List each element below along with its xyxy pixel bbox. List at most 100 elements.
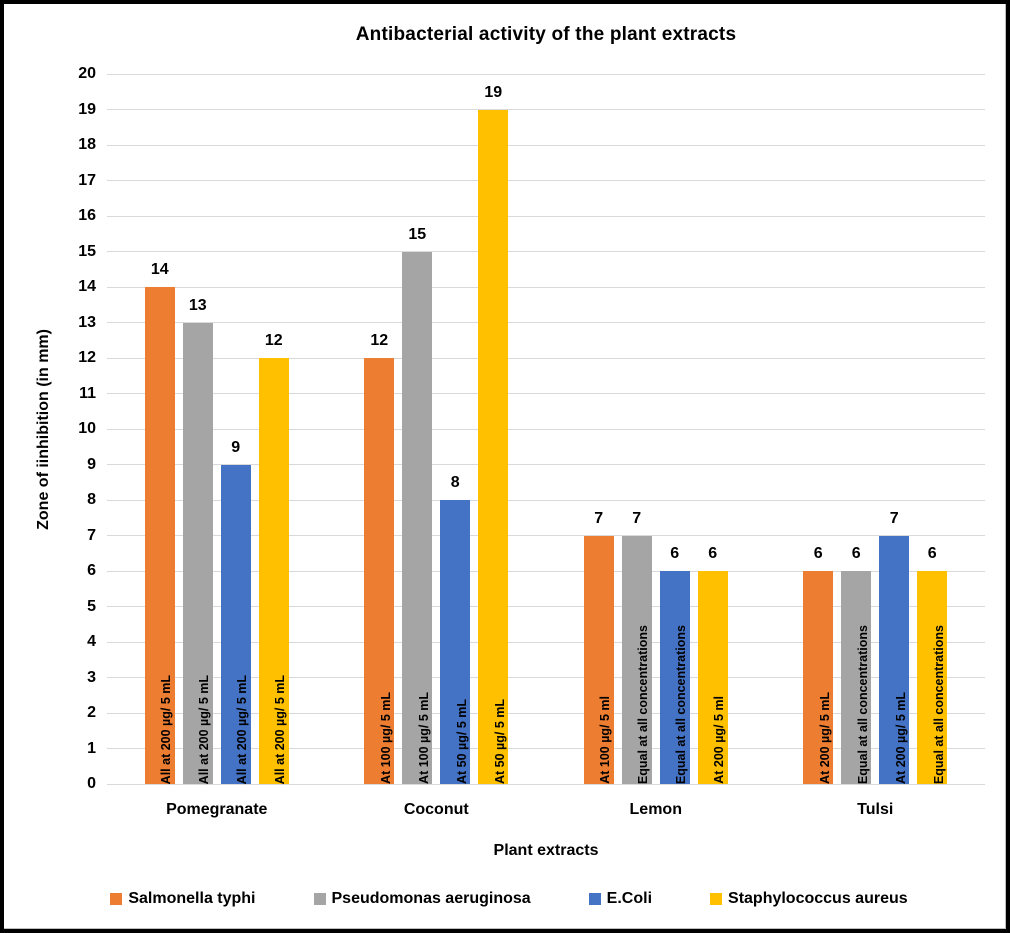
bar-pomegranate-staphylococcus-aureus: All at 200 µg/ 5 mL: [258, 358, 289, 784]
bar-coconut-staphylococcus-aureus: At 50 µg/ 5 mL: [478, 109, 509, 784]
bar-value-label: 12: [264, 332, 283, 349]
gridline: [107, 73, 985, 75]
bar-annotation: Equal at all concentrations: [636, 624, 650, 784]
chart-title: Antibacterial activity of the plant extr…: [355, 24, 737, 45]
gridline: [107, 783, 985, 785]
category-label-coconut: Coconut: [403, 801, 469, 818]
bar-value-label: 6: [813, 545, 823, 562]
bar-annotation: Equal at all concentrations: [931, 624, 946, 784]
gridline: [107, 357, 985, 359]
bar-value-label: 19: [484, 83, 503, 101]
y-tick-label: 2: [87, 704, 96, 721]
bar-value-label: 15: [408, 225, 427, 243]
bar-annotation: All at 200 µg/ 5 mL: [235, 674, 249, 784]
legend-swatch-icon: [110, 893, 123, 905]
bar-annotation: At 50 µg/ 5 mL: [454, 699, 469, 784]
gridline: [107, 641, 985, 643]
gridline: [107, 712, 985, 714]
bar-value-label: 13: [188, 296, 207, 314]
bar-annotation: At 100 µg/ 5 mL: [416, 692, 431, 784]
legend-label: Salmonella typhi: [128, 890, 256, 907]
bar-tulsi-salmonella-typhi: At 200 µg/ 5 mL: [803, 571, 834, 784]
x-axis-title: Plant extracts: [493, 842, 599, 859]
bar-annotation: At 200 µg/ 5 mL: [893, 692, 908, 784]
bar-coconut-e-coli: At 50 µg/ 5 mL: [440, 500, 471, 784]
legend-item-e-coli: E.Coli: [588, 890, 652, 908]
legend-swatch-icon: [588, 893, 601, 905]
gridline: [107, 570, 985, 572]
gridline: [107, 428, 985, 430]
bar-annotation: At 200 µg/ 5 mL: [817, 692, 832, 784]
bar-annotation: At 200 µg/ 5 ml: [712, 696, 726, 784]
bar-pomegranate-pseudomonas-aeruginosa: All at 200 µg/ 5 mL: [182, 322, 213, 784]
gridline: [107, 677, 985, 678]
y-tick-label: 5: [87, 597, 96, 615]
legend-swatch-icon: [710, 893, 723, 905]
bar-value-label: 6: [927, 545, 937, 562]
gridline: [107, 606, 985, 607]
y-tick-label: 20: [78, 65, 96, 82]
y-tick-label: 15: [78, 242, 96, 260]
gridline: [107, 180, 985, 181]
bar-annotation: Equal at all concentrations: [674, 624, 688, 784]
y-tick-label: 6: [87, 562, 96, 579]
category-label-pomegranate: Pomegranate: [166, 801, 268, 818]
bar-annotation: All at 200 µg/ 5 mL: [197, 674, 211, 784]
bar-annotation: Equal at all concentrations: [855, 624, 870, 784]
category-label-tulsi: Tulsi: [857, 801, 894, 818]
bar-value-label: 6: [670, 545, 680, 562]
bar-coconut-pseudomonas-aeruginosa: At 100 µg/ 5 mL: [402, 251, 433, 784]
bar-annotation: At 50 µg/ 5 mL: [492, 699, 507, 784]
bar-lemon-staphylococcus-aureus: At 200 µg/ 5 ml: [697, 571, 728, 784]
y-tick-label: 9: [87, 455, 96, 473]
plot-area: All at 200 µg/ 5 mL 14 All at 200 µg/ 5 mL…: [107, 73, 985, 785]
y-axis-title-text: Zone of iinhibition (in mm): [35, 328, 52, 530]
bar-value-label: 14: [150, 261, 169, 278]
gridline: [107, 499, 985, 501]
y-tick-label: 10: [78, 420, 96, 437]
bar-value-label: 12: [370, 332, 389, 349]
bar-annotation: All at 200 µg/ 5 mL: [159, 674, 173, 784]
y-tick-label: 0: [87, 775, 96, 792]
category-label-lemon: Lemon: [629, 801, 682, 818]
bar-coconut-salmonella-typhi: At 100 µg/ 5 mL: [364, 358, 395, 784]
y-tick-label: 18: [78, 136, 96, 153]
bar-tulsi-staphylococcus-aureus: Equal at all concentrations: [917, 571, 948, 784]
bar-pomegranate-e-coli: All at 200 µg/ 5 mL: [220, 464, 251, 784]
bar-lemon-pseudomonas-aeruginosa: Equal at all concentrations: [621, 535, 652, 784]
gridline: [107, 464, 985, 465]
bar-pomegranate-salmonella-typhi: All at 200 µg/ 5 mL: [144, 287, 175, 784]
bar-annotation: At 100 µg/ 5 mL: [378, 692, 393, 784]
y-tick-label: 11: [79, 384, 96, 402]
legend-item-staphylococcus-aureus: Staphylococcus aureus: [710, 890, 908, 908]
y-tick-label: 13: [78, 313, 96, 331]
bar-value-label: 6: [851, 545, 861, 562]
y-tick-label: 16: [78, 207, 96, 224]
bar-lemon-e-coli: Equal at all concentrations: [659, 571, 690, 784]
legend-label: Pseudomonas aeruginosa: [331, 890, 531, 907]
y-tick-label: 3: [87, 668, 96, 686]
gridline: [107, 144, 985, 146]
gridline: [107, 393, 985, 394]
y-tick-label: 17: [78, 171, 96, 189]
gridline: [107, 109, 985, 110]
bar-value-label: 6: [708, 545, 718, 562]
bar-tulsi-pseudomonas-aeruginosa: Equal at all concentrations: [841, 571, 872, 784]
bar-value-label: 7: [889, 509, 899, 527]
gridline: [107, 251, 985, 252]
gridline: [107, 748, 985, 749]
bar-value-label: 8: [450, 474, 460, 491]
y-tick-label: 12: [78, 349, 96, 366]
gridline: [107, 286, 985, 288]
bar-value-label: 9: [231, 438, 241, 456]
bar-annotation: All at 200 µg/ 5 mL: [273, 674, 287, 784]
legend-label: Staphylococcus aureus: [728, 890, 908, 907]
legend-item-salmonella-typhi: Salmonella typhi: [110, 890, 256, 908]
y-tick-label: 8: [87, 491, 96, 508]
legend-item-pseudomonas-aeruginosa: Pseudomonas aeruginosa: [313, 890, 531, 908]
gridline: [107, 215, 985, 217]
bar-value-label: 7: [594, 509, 604, 527]
bar-value-label: 7: [632, 509, 642, 527]
y-tick-label: 1: [87, 739, 96, 757]
